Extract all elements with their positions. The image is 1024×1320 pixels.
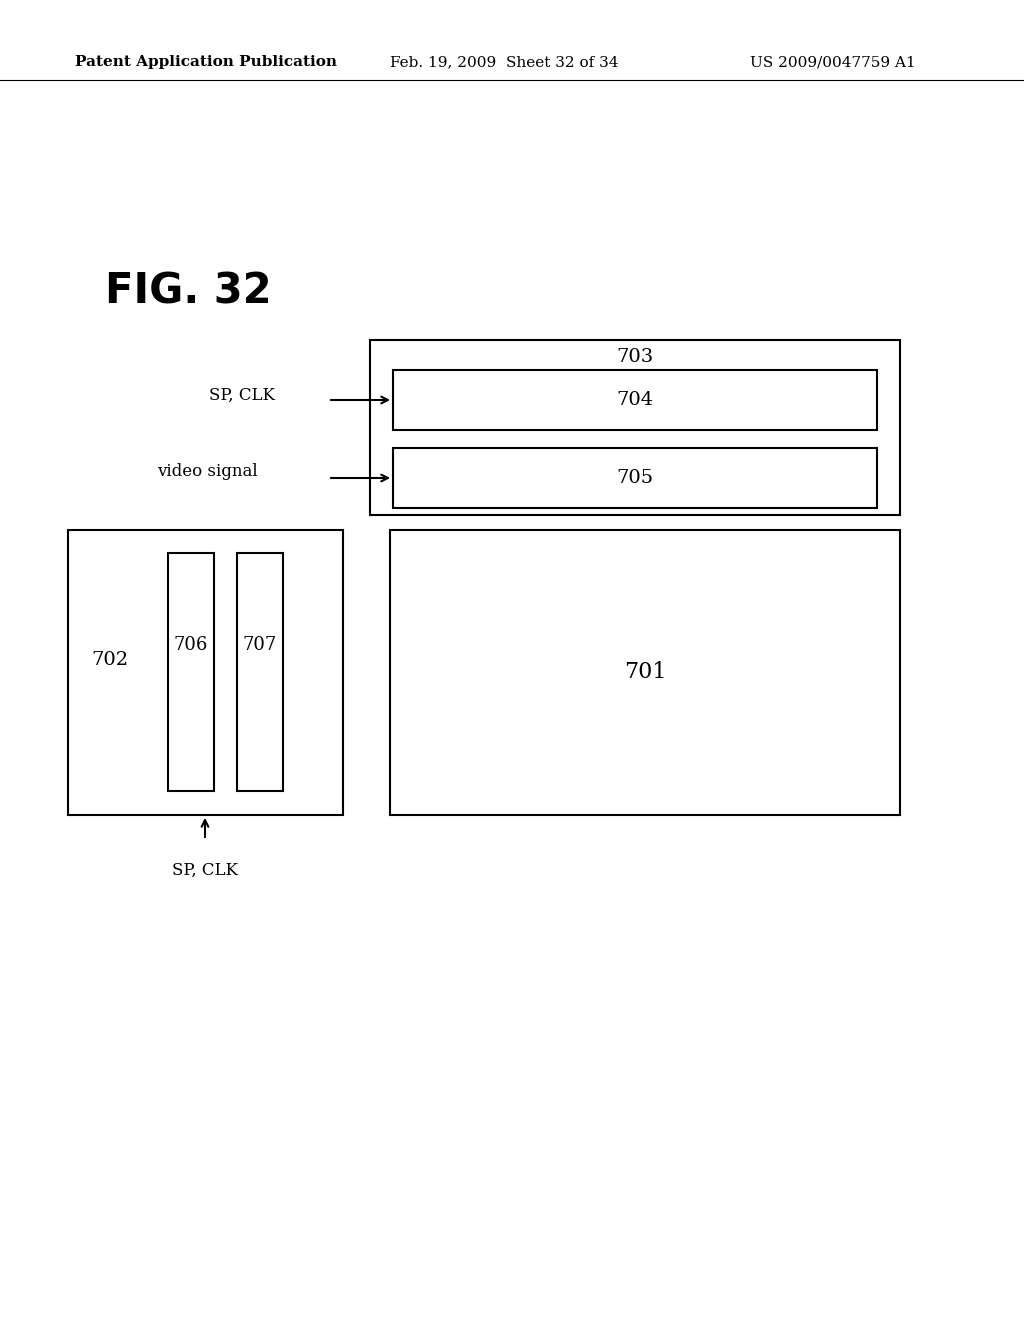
Bar bbox=[390, 531, 900, 814]
Bar bbox=[393, 370, 877, 430]
Text: 703: 703 bbox=[616, 348, 653, 366]
Text: 707: 707 bbox=[243, 636, 278, 653]
Bar bbox=[168, 553, 214, 791]
Text: 701: 701 bbox=[624, 661, 667, 682]
Text: 702: 702 bbox=[91, 651, 129, 669]
Text: Patent Application Publication: Patent Application Publication bbox=[75, 55, 337, 69]
Text: 704: 704 bbox=[616, 391, 653, 409]
Text: SP, CLK: SP, CLK bbox=[172, 862, 238, 879]
Text: 706: 706 bbox=[174, 636, 208, 653]
Bar bbox=[68, 531, 343, 814]
Bar bbox=[370, 341, 900, 515]
Text: video signal: video signal bbox=[158, 463, 258, 480]
Text: US 2009/0047759 A1: US 2009/0047759 A1 bbox=[750, 55, 915, 69]
Bar bbox=[393, 447, 877, 508]
Text: SP, CLK: SP, CLK bbox=[209, 387, 275, 404]
Text: FIG. 32: FIG. 32 bbox=[105, 271, 271, 312]
Text: Feb. 19, 2009  Sheet 32 of 34: Feb. 19, 2009 Sheet 32 of 34 bbox=[390, 55, 618, 69]
Text: 705: 705 bbox=[616, 469, 653, 487]
Bar bbox=[237, 553, 283, 791]
